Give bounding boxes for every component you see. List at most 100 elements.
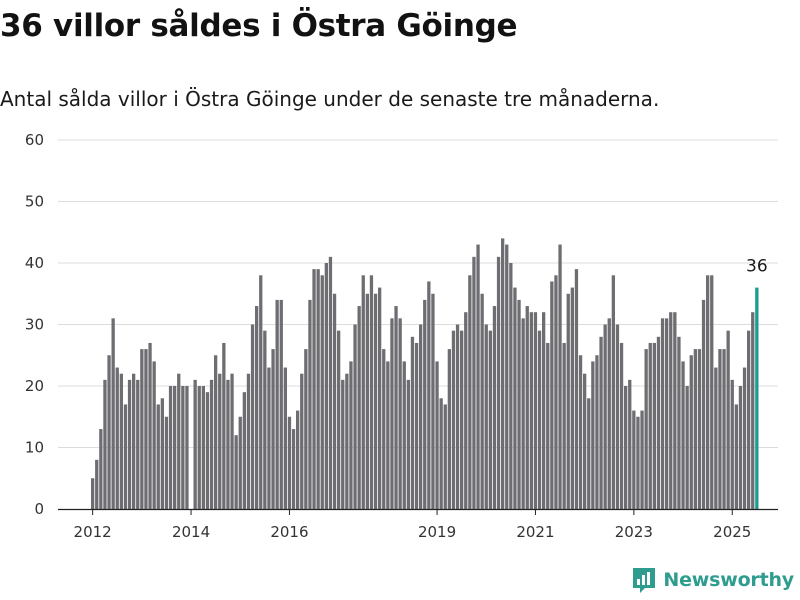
bar [193, 379, 197, 509]
newsworthy-logo[interactable]: Newsworthy [631, 566, 794, 594]
bar [681, 361, 685, 509]
bar [304, 349, 308, 509]
bar [296, 410, 300, 509]
bar [472, 256, 476, 509]
y-tick-label: 10 [25, 439, 44, 457]
bar [628, 379, 632, 509]
bar [275, 299, 279, 509]
bar [177, 373, 181, 509]
bar [132, 373, 136, 509]
bar [619, 342, 624, 509]
bar [386, 361, 390, 509]
bar [578, 355, 583, 509]
bar [558, 244, 562, 510]
data-labels: 36 [746, 257, 768, 277]
bar [517, 299, 521, 509]
bar [554, 275, 558, 509]
bar [222, 342, 226, 509]
bar [611, 275, 615, 509]
bar [615, 324, 620, 509]
bar [181, 386, 185, 509]
bar [201, 386, 205, 509]
bar [501, 238, 505, 509]
bar [156, 404, 160, 509]
bars [91, 238, 759, 510]
bar [595, 355, 599, 509]
y-tick-label: 0 [34, 500, 44, 518]
bar [95, 459, 99, 509]
bar [697, 349, 702, 509]
bar [152, 361, 156, 509]
bar [742, 367, 747, 509]
bar [730, 379, 734, 509]
bar [369, 275, 374, 509]
x-tick-label: 2016 [270, 523, 308, 541]
bar [185, 386, 189, 509]
bar [250, 324, 255, 509]
bar [665, 318, 669, 509]
bar [496, 256, 501, 509]
bar [734, 404, 738, 509]
bar [123, 404, 128, 509]
brand-name: Newsworthy [663, 569, 794, 591]
bar [390, 318, 394, 509]
bar [480, 293, 484, 509]
bar [685, 386, 689, 509]
bar [451, 330, 456, 509]
bar [632, 410, 636, 509]
chart-title: 36 villor såldes i Östra Göinge [0, 8, 518, 44]
bar [238, 416, 242, 509]
bar [439, 398, 443, 509]
bar [537, 330, 542, 509]
x-tick-label: 2025 [713, 523, 751, 541]
bar [574, 269, 579, 509]
bar [562, 342, 566, 509]
bar [263, 330, 267, 509]
bar [328, 256, 333, 509]
bar [267, 367, 271, 509]
bar [279, 299, 283, 509]
bar [669, 312, 673, 509]
x-axis [58, 508, 778, 515]
bar [349, 361, 353, 509]
bar [332, 293, 337, 509]
bar [148, 342, 152, 509]
bar [398, 318, 402, 509]
bar [693, 349, 697, 509]
bar [242, 392, 246, 509]
bar [246, 373, 251, 509]
bar [673, 312, 677, 509]
bar [427, 281, 431, 509]
bar [111, 318, 115, 509]
y-tick-label: 20 [25, 377, 44, 395]
bar [525, 306, 529, 509]
bar [414, 342, 419, 509]
bar [505, 244, 509, 510]
bar [234, 435, 238, 509]
bar [209, 379, 214, 509]
bar [701, 299, 706, 509]
bar [714, 367, 718, 509]
bar [513, 287, 517, 509]
bar [644, 349, 648, 509]
bar [656, 336, 661, 509]
bar [320, 275, 324, 509]
bar [640, 410, 644, 509]
bar [353, 324, 357, 509]
x-tick-label: 2023 [615, 523, 653, 541]
y-tick-label: 30 [25, 316, 44, 334]
bar [419, 324, 423, 509]
bar [529, 312, 533, 509]
y-tick-label: 60 [25, 131, 44, 149]
bar [308, 299, 312, 509]
bar [214, 355, 218, 509]
bar [357, 306, 361, 509]
bar [164, 416, 169, 509]
bar [107, 355, 111, 509]
bar [103, 379, 107, 509]
bar [533, 312, 538, 509]
bar [136, 379, 140, 509]
latest-value-label: 36 [746, 257, 768, 277]
bar [624, 386, 628, 509]
bar [316, 269, 320, 509]
